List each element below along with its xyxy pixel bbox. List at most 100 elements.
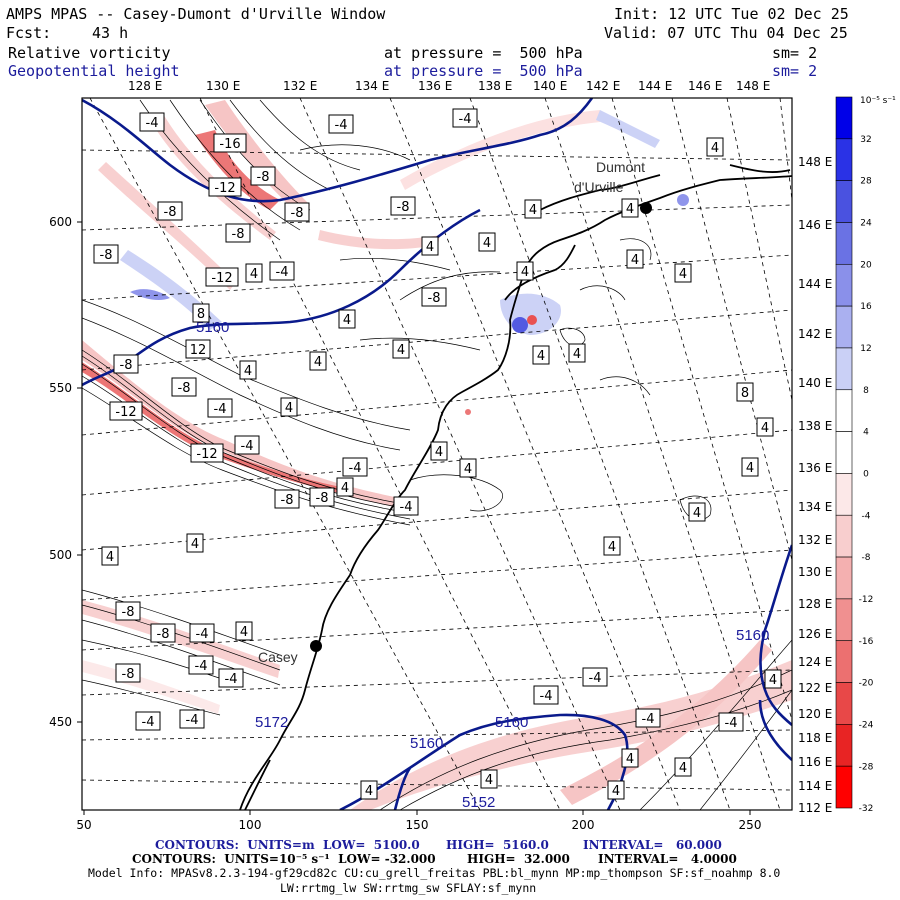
svg-text:4: 4 bbox=[761, 421, 769, 436]
svg-text:-12: -12 bbox=[211, 271, 232, 286]
svg-text:4: 4 bbox=[711, 141, 719, 156]
svg-text:-4: -4 bbox=[589, 671, 602, 686]
x-tick-label: 250 bbox=[739, 818, 762, 832]
vorticity-label: 4 bbox=[764, 669, 782, 689]
svg-text:-4: -4 bbox=[225, 672, 238, 687]
colorbar-tick-label: 0 bbox=[863, 470, 869, 480]
svg-text:-8: -8 bbox=[232, 227, 245, 242]
svg-text:4: 4 bbox=[626, 202, 634, 217]
x-tick-label: 150 bbox=[406, 818, 429, 832]
forecast-label: Fcst: bbox=[6, 24, 52, 42]
colorbar-tick-label: -8 bbox=[862, 553, 871, 563]
vorticity-label: -8 bbox=[284, 202, 310, 222]
latitude-label: 138 E bbox=[798, 419, 832, 433]
longitude-label: 148 E bbox=[736, 79, 770, 93]
dumont-durville-name-line2: d'Urville bbox=[574, 179, 624, 195]
colorbar-swatch bbox=[835, 556, 853, 600]
colorbar-tick-label: 28 bbox=[860, 177, 872, 187]
x-tick-label: 100 bbox=[239, 818, 262, 832]
footer-height-contours: CONTOURS: UNITS=m LOW= 5100.0 bbox=[155, 838, 420, 852]
vorticity-label: -8 bbox=[115, 601, 141, 621]
latitude-label: 132 E bbox=[798, 533, 832, 547]
vorticity-label: -8 bbox=[113, 354, 139, 374]
colorbar-swatch bbox=[835, 514, 853, 558]
vorticity-label: -12 bbox=[109, 401, 143, 421]
colorbar-tick-label: 16 bbox=[860, 302, 872, 312]
vorticity-label: -4 bbox=[582, 667, 608, 687]
latitude-label: 140 E bbox=[798, 376, 832, 390]
vorticity-label: -4 bbox=[207, 398, 233, 418]
vorticity-label: -16 bbox=[213, 133, 247, 153]
vorticity-label: 4 bbox=[239, 360, 257, 380]
svg-text:4: 4 bbox=[626, 752, 634, 767]
colorbar-swatch bbox=[835, 724, 853, 767]
colorbar-tick-label: -28 bbox=[859, 762, 874, 772]
svg-text:-4: -4 bbox=[276, 265, 289, 280]
vorticity-label: -8 bbox=[309, 487, 335, 507]
colorbar-tick-label: 20 bbox=[860, 260, 872, 270]
latitude-label: 134 E bbox=[798, 500, 832, 514]
colorbar-swatch bbox=[835, 263, 853, 307]
svg-text:4: 4 bbox=[314, 355, 322, 370]
svg-text:-8: -8 bbox=[428, 291, 441, 306]
vorticity-label: 4 bbox=[688, 502, 706, 522]
latitude-label: 116 E bbox=[798, 755, 832, 769]
svg-text:4: 4 bbox=[106, 550, 114, 565]
height-label: 5152 bbox=[462, 794, 495, 811]
svg-text:4: 4 bbox=[612, 784, 620, 799]
colorbar-swatch bbox=[835, 598, 853, 642]
vorticity-label: 4 bbox=[421, 236, 439, 256]
svg-text:4: 4 bbox=[485, 773, 493, 788]
colorbar-tick-label: -20 bbox=[859, 679, 874, 689]
svg-text:4: 4 bbox=[365, 784, 373, 799]
vorticity-label: 4 bbox=[392, 339, 410, 359]
vorticity-label: -4 bbox=[718, 712, 744, 732]
svg-text:-8: -8 bbox=[178, 381, 191, 396]
vorticity-label: 4 bbox=[674, 757, 692, 777]
svg-text:-8: -8 bbox=[120, 358, 133, 373]
vorticity-label: 4 bbox=[360, 780, 378, 800]
colorbar-swatch bbox=[835, 305, 853, 349]
vorticity-label: 4 bbox=[480, 769, 498, 789]
vorticity-label: 4 bbox=[235, 621, 253, 641]
vorticity-label: 4 bbox=[603, 536, 621, 556]
vorticity-label: -8 bbox=[115, 663, 141, 683]
svg-text:-4: -4 bbox=[642, 712, 655, 727]
svg-text:4: 4 bbox=[285, 401, 293, 416]
footer-model-info-2: LW:rrtmg_lw SW:rrtmg_sw SFLAY:sf_mynn bbox=[280, 881, 537, 895]
height-label: 5160 bbox=[495, 714, 528, 731]
svg-text:4: 4 bbox=[679, 267, 687, 282]
svg-text:4: 4 bbox=[191, 537, 199, 552]
vorticity-label: 4 bbox=[621, 198, 639, 218]
vorticity-label: 4 bbox=[101, 546, 119, 566]
colorbar-tick-label: -12 bbox=[859, 595, 874, 605]
svg-text:-8: -8 bbox=[122, 667, 135, 682]
svg-text:-4: -4 bbox=[459, 112, 472, 127]
dumont-durville-name-line1: Dumont bbox=[596, 159, 645, 175]
svg-text:4: 4 bbox=[435, 445, 443, 460]
colorbar-tick-label: -24 bbox=[859, 720, 874, 730]
vorticity-label: 4 bbox=[430, 441, 448, 461]
vorticity-label: -8 bbox=[390, 196, 416, 216]
svg-text:-12: -12 bbox=[196, 447, 217, 462]
vorticity-label: 4 bbox=[621, 748, 639, 768]
colorbar-swatch bbox=[835, 180, 853, 223]
colorbar-units: 10⁻⁵ s⁻¹ bbox=[860, 96, 896, 106]
field2-level: at pressure = 500 hPa bbox=[384, 62, 583, 80]
vorticity-label: -4 bbox=[234, 435, 260, 455]
svg-text:4: 4 bbox=[240, 625, 248, 640]
vorticity-label: 4 bbox=[756, 417, 774, 437]
vorticity-label: -4 bbox=[635, 708, 661, 728]
svg-text:-12: -12 bbox=[214, 181, 235, 196]
svg-text:-8: -8 bbox=[257, 170, 270, 185]
colorbar-tick-label: 12 bbox=[860, 344, 871, 354]
vorticity-label: 4 bbox=[309, 351, 327, 371]
vorticity-label: -4 bbox=[189, 623, 215, 643]
svg-text:-4: -4 bbox=[349, 461, 362, 476]
vorticity-label: -8 bbox=[274, 489, 300, 509]
vorticity-label: 4 bbox=[186, 533, 204, 553]
casey-name: Casey bbox=[258, 649, 298, 665]
svg-text:4: 4 bbox=[769, 673, 777, 688]
svg-text:-4: -4 bbox=[142, 715, 155, 730]
